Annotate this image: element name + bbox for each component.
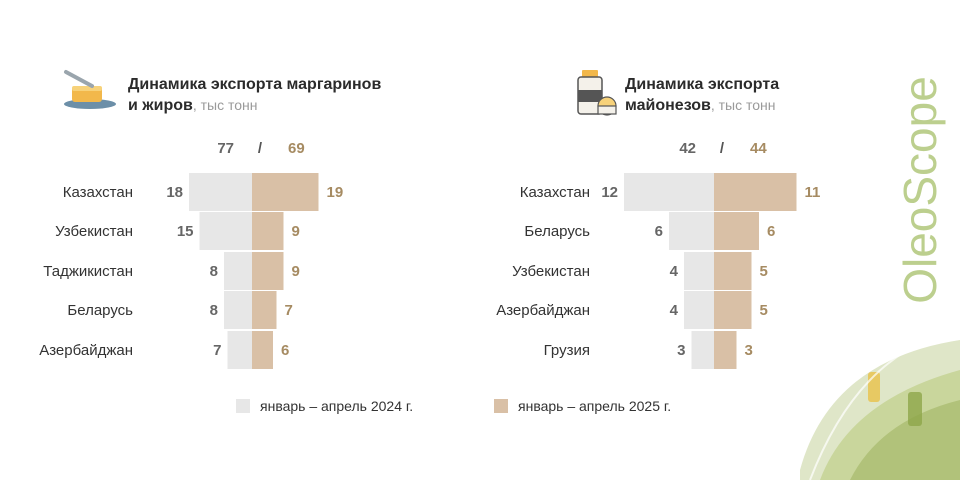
category-label: Узбекистан <box>512 263 590 280</box>
chart-title-line2: и жиров <box>128 97 193 114</box>
value-label-2025: 6 <box>281 342 289 359</box>
value-label-2025: 5 <box>760 263 768 280</box>
bar-2025 <box>714 173 797 211</box>
bar-2024 <box>189 173 252 211</box>
category-label: Азербайджан <box>39 342 133 359</box>
legend-item-2025: январь – апрель 2025 г. <box>494 398 671 414</box>
value-label-2025: 19 <box>327 184 344 201</box>
value-label-2024: 4 <box>670 302 679 319</box>
value-label-2024: 8 <box>210 302 218 319</box>
value-label-2024: 12 <box>601 184 618 201</box>
value-label-2024: 18 <box>166 184 183 201</box>
bar-2025 <box>252 291 277 329</box>
bar-2025 <box>252 252 284 290</box>
chart-unit: , тыс тонн <box>710 97 776 113</box>
value-label-2024: 6 <box>655 223 663 240</box>
category-label: Беларусь <box>524 223 590 240</box>
legend-label-2024: январь – апрель 2024 г. <box>260 398 414 414</box>
oleoscope-logo: OleoScope <box>894 76 946 304</box>
chart-title-mayonnaise: Динамика экспорта майонезов, тыс тонн <box>625 75 779 116</box>
total-2024: 42 <box>679 140 696 157</box>
bar-2024 <box>684 291 714 329</box>
bar-2024 <box>227 331 252 369</box>
value-label-2025: 9 <box>292 263 300 280</box>
bar-2025 <box>252 331 273 369</box>
value-label-2025: 6 <box>767 223 775 240</box>
chart-title-line1: Динамика экспорта маргаринов <box>128 76 382 93</box>
category-label: Беларусь <box>67 302 133 319</box>
value-label-2024: 8 <box>210 263 218 280</box>
total-separator: / <box>258 140 263 157</box>
total-2025: 44 <box>750 140 767 157</box>
value-label-2024: 15 <box>177 223 194 240</box>
category-label: Казахстан <box>520 184 590 201</box>
bar-2025 <box>252 173 319 211</box>
category-label: Таджикистан <box>43 263 133 280</box>
legend-item-2024: январь – апрель 2024 г. <box>236 398 413 414</box>
bar-2024 <box>669 212 714 250</box>
value-label-2025: 7 <box>285 302 293 319</box>
value-label-2024: 7 <box>213 342 221 359</box>
mayonnaise-jar-icon <box>574 70 618 116</box>
legend-label-2025: январь – апрель 2025 г. <box>518 398 672 414</box>
total-2025: 69 <box>288 140 305 157</box>
value-label-2024: 3 <box>677 342 685 359</box>
bar-2025 <box>714 212 759 250</box>
decorative-leaf-image <box>790 329 960 481</box>
bar-2024 <box>691 331 714 369</box>
total-separator: / <box>720 140 725 157</box>
value-label-2025: 9 <box>292 223 300 240</box>
value-label-2025: 5 <box>760 302 768 319</box>
category-label: Азербайджан <box>496 302 590 319</box>
legend-swatch-2024 <box>236 399 250 413</box>
category-label: Узбекистан <box>55 223 133 240</box>
bar-2024 <box>224 291 252 329</box>
brand-text: OleoScope <box>894 76 946 304</box>
bar-2025 <box>714 291 752 329</box>
total-2024: 77 <box>217 140 234 157</box>
category-label: Казахстан <box>63 184 133 201</box>
chart-title-line1: Динамика экспорта <box>625 76 780 93</box>
bar-2024 <box>624 173 714 211</box>
bar-2025 <box>714 252 752 290</box>
value-label-2025: 3 <box>745 342 753 359</box>
butter-dish-icon <box>62 68 118 112</box>
bar-2025 <box>714 331 737 369</box>
chart-title-line2: майонезов <box>625 97 711 114</box>
value-label-2024: 4 <box>670 263 679 280</box>
bar-2024 <box>199 212 252 250</box>
bar-2025 <box>252 212 284 250</box>
bar-2024 <box>684 252 714 290</box>
value-label-2025: 11 <box>805 184 821 201</box>
bar-2024 <box>224 252 252 290</box>
chart-unit: , тыс тонн <box>192 97 258 113</box>
category-label: Грузия <box>544 342 590 359</box>
legend-swatch-2025 <box>494 399 508 413</box>
chart-title-margarine: Динамика экспорта маргаринов и жиров, ты… <box>128 75 381 116</box>
